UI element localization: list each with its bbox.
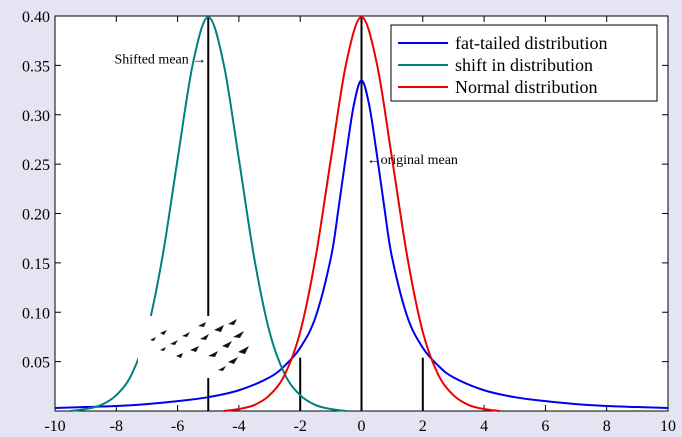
y-tick-label: 0.40 [22, 9, 50, 26]
x-tick-label: 4 [480, 418, 488, 435]
y-tick-label: 0.30 [22, 108, 50, 125]
y-tick-label: 0.20 [22, 207, 50, 224]
legend-label-normal: Normal distribution [455, 77, 598, 97]
x-tick-label: 6 [541, 418, 549, 435]
x-tick-label: -10 [44, 418, 65, 435]
legend-label-shift: shift in distribution [455, 55, 593, 75]
y-tick-label: 0.15 [22, 256, 50, 273]
annotation-label: ←original mean [367, 153, 458, 168]
series-normal-line [223, 15, 500, 412]
y-tick-label: 0.35 [22, 58, 50, 75]
x-tick-label: 8 [603, 418, 611, 435]
x-tick-label: -6 [171, 418, 184, 435]
series-curves [54, 15, 669, 412]
legend-label-fat-tailed: fat-tailed distribution [455, 33, 607, 53]
series-shift-line [70, 15, 347, 412]
x-tick-label: 0 [358, 418, 366, 435]
y-tick-label: 0.10 [22, 305, 50, 322]
x-tick-label: -2 [294, 418, 307, 435]
x-tick-label: -8 [110, 418, 123, 435]
x-tick-label: 10 [660, 418, 676, 435]
annotation-label: Shifted mean → [114, 52, 206, 67]
y-tick-label: 0.05 [22, 355, 50, 372]
birds-flock-icon [138, 316, 252, 378]
annotations: Shifted mean → ←original mean [114, 52, 457, 168]
y-tick-label: 0.25 [22, 157, 50, 174]
x-tick-label: -4 [232, 418, 245, 435]
x-tick-label: 2 [419, 418, 427, 435]
series-fat-tailed-line [54, 79, 669, 410]
legend-box [390, 24, 658, 102]
legend: fat-tailed distribution shift in distrib… [390, 24, 658, 102]
